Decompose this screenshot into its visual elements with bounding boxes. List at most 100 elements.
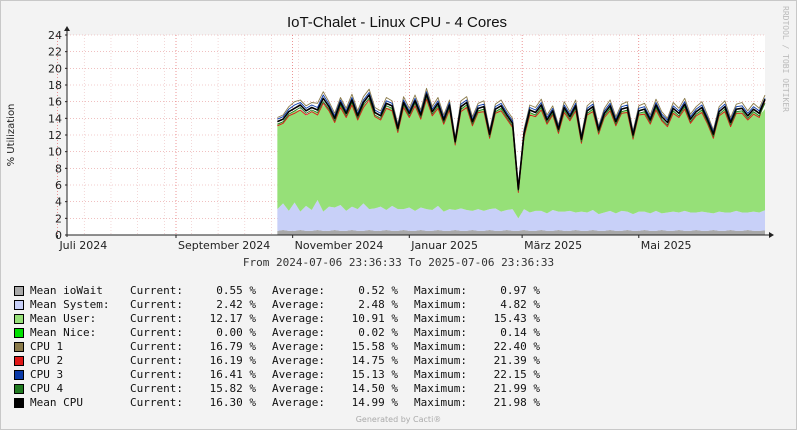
legend-maximum-label: Maximum: <box>414 368 467 381</box>
legend-maximum-value: 21.99 % <box>493 382 540 395</box>
legend-average-value: 0.52 % <box>358 284 398 297</box>
y-tick-label: 2 <box>55 212 62 225</box>
legend-maximum-label: Maximum: <box>414 312 467 325</box>
y-tick-label: 10 <box>48 146 62 159</box>
legend-name: Mean Nice: <box>30 326 97 339</box>
y-tick-label: 16 <box>48 96 62 109</box>
legend-maximum-value: 0.14 % <box>500 326 540 339</box>
legend-current-value: 0.55 % <box>216 284 256 297</box>
x-tick-label: November 2024 <box>295 239 384 252</box>
legend-name: CPU 1 <box>30 340 64 353</box>
legend-current-label: Current: <box>130 284 183 297</box>
legend-name: Mean User: <box>30 312 97 325</box>
legend-swatch <box>14 328 24 338</box>
legend-swatch <box>14 314 24 324</box>
legend-maximum-value: 21.39 % <box>493 354 540 367</box>
legend-swatch <box>14 370 24 380</box>
legend-maximum-label: Maximum: <box>414 340 467 353</box>
legend-current-value: 16.79 % <box>209 340 256 353</box>
legend-current-label: Current: <box>130 396 183 409</box>
legend-current-value: 0.00 % <box>216 326 256 339</box>
legend-average-label: Average: <box>272 340 325 353</box>
legend-average-label: Average: <box>272 382 325 395</box>
x-tick-label: Mai 2025 <box>641 239 692 252</box>
line-mean-cpu <box>277 93 766 190</box>
legend-name: CPU 4 <box>30 382 64 395</box>
area-mean-system <box>277 200 765 231</box>
legend-name: CPU 3 <box>30 368 64 381</box>
legend-current-label: Current: <box>130 298 183 311</box>
x-tick-label: Juli 2024 <box>58 239 107 252</box>
legend-average-value: 10.91 % <box>351 312 398 325</box>
legend-current-label: Current: <box>130 382 183 395</box>
legend-name: Mean ioWait <box>30 284 103 297</box>
y-tick-label: 0 <box>55 229 62 242</box>
footer-credit: Generated by Cacti® <box>355 415 442 424</box>
legend-maximum-value: 21.98 % <box>493 396 540 409</box>
y-tick-label: 8 <box>55 162 62 175</box>
axes <box>56 26 774 238</box>
y-tick-label: 22 <box>48 46 62 59</box>
legend-swatch <box>14 356 24 366</box>
series-areas <box>277 100 765 235</box>
legend-maximum-value: 0.97 % <box>500 284 540 297</box>
legend-current-label: Current: <box>130 368 183 381</box>
y-tick-label: 20 <box>48 62 62 75</box>
y-tick-label: 12 <box>48 129 62 142</box>
legend-name: Mean CPU <box>30 396 83 409</box>
legend-swatch <box>14 398 24 408</box>
legend-maximum-value: 4.82 % <box>500 298 540 311</box>
legend-current-value: 15.82 % <box>209 382 256 395</box>
legend-maximum-value: 22.15 % <box>493 368 540 381</box>
legend-swatch <box>14 286 24 296</box>
legend-current-value: 16.19 % <box>209 354 256 367</box>
x-tick-labels: Juli 2024 September 2024 November 2024 Janu… <box>58 239 691 252</box>
y-tick-label: 18 <box>48 79 62 92</box>
legend-maximum-label: Maximum: <box>414 298 467 311</box>
legend-maximum-label: Maximum: <box>414 284 467 297</box>
x-tick-label: März 2025 <box>524 239 582 252</box>
rrdtool-watermark: RRDTOOL / TOBI OETIKER <box>781 6 790 112</box>
legend-maximum-label: Maximum: <box>414 326 467 339</box>
legend-current-value: 16.41 % <box>209 368 256 381</box>
legend-maximum-label: Maximum: <box>414 382 467 395</box>
legend-swatch <box>14 342 24 352</box>
x-axis-arrow <box>769 232 774 238</box>
legend-average-label: Average: <box>272 396 325 409</box>
legend-maximum-label: Maximum: <box>414 396 467 409</box>
legend-current-value: 12.17 % <box>209 312 256 325</box>
legend-average-label: Average: <box>272 368 325 381</box>
legend-maximum-value: 22.40 % <box>493 340 540 353</box>
y-axis-arrow <box>64 26 70 31</box>
legend-average-value: 14.75 % <box>351 354 398 367</box>
legend-current-label: Current: <box>130 326 183 339</box>
legend-current-label: Current: <box>130 340 183 353</box>
legend-average-value: 0.02 % <box>358 326 398 339</box>
legend-average-value: 14.50 % <box>351 382 398 395</box>
area-mean-iowait <box>277 230 765 235</box>
series-lines <box>277 87 766 193</box>
legend-maximum-value: 15.43 % <box>493 312 540 325</box>
time-range: From 2024-07-06 23:36:33 To 2025-07-06 2… <box>242 256 555 269</box>
legend-average-label: Average: <box>272 284 325 297</box>
legend-average-label: Average: <box>272 326 325 339</box>
legend-average-label: Average: <box>272 298 325 311</box>
y-tick-label: 6 <box>55 179 62 192</box>
legend-average-value: 15.58 % <box>351 340 398 353</box>
legend-average-label: Average: <box>272 312 325 325</box>
legend-average-label: Average: <box>272 354 325 367</box>
y-axis-label: % Utilization <box>6 104 17 167</box>
y-tick-label: 4 <box>55 196 62 209</box>
legend-swatch <box>14 384 24 394</box>
x-tick-label: September 2024 <box>178 239 270 252</box>
legend-current-label: Current: <box>130 312 183 325</box>
legend-name: CPU 2 <box>30 354 64 367</box>
legend-current-value: 16.30 % <box>209 396 256 409</box>
legend-average-value: 14.99 % <box>351 396 398 409</box>
legend-average-value: 15.13 % <box>351 368 398 381</box>
legend-maximum-label: Maximum: <box>414 354 467 367</box>
legend-name: Mean System: <box>30 298 110 311</box>
area-mean-user <box>277 100 765 219</box>
chart-title: IoT-Chalet - Linux CPU - 4 Cores <box>287 14 507 31</box>
